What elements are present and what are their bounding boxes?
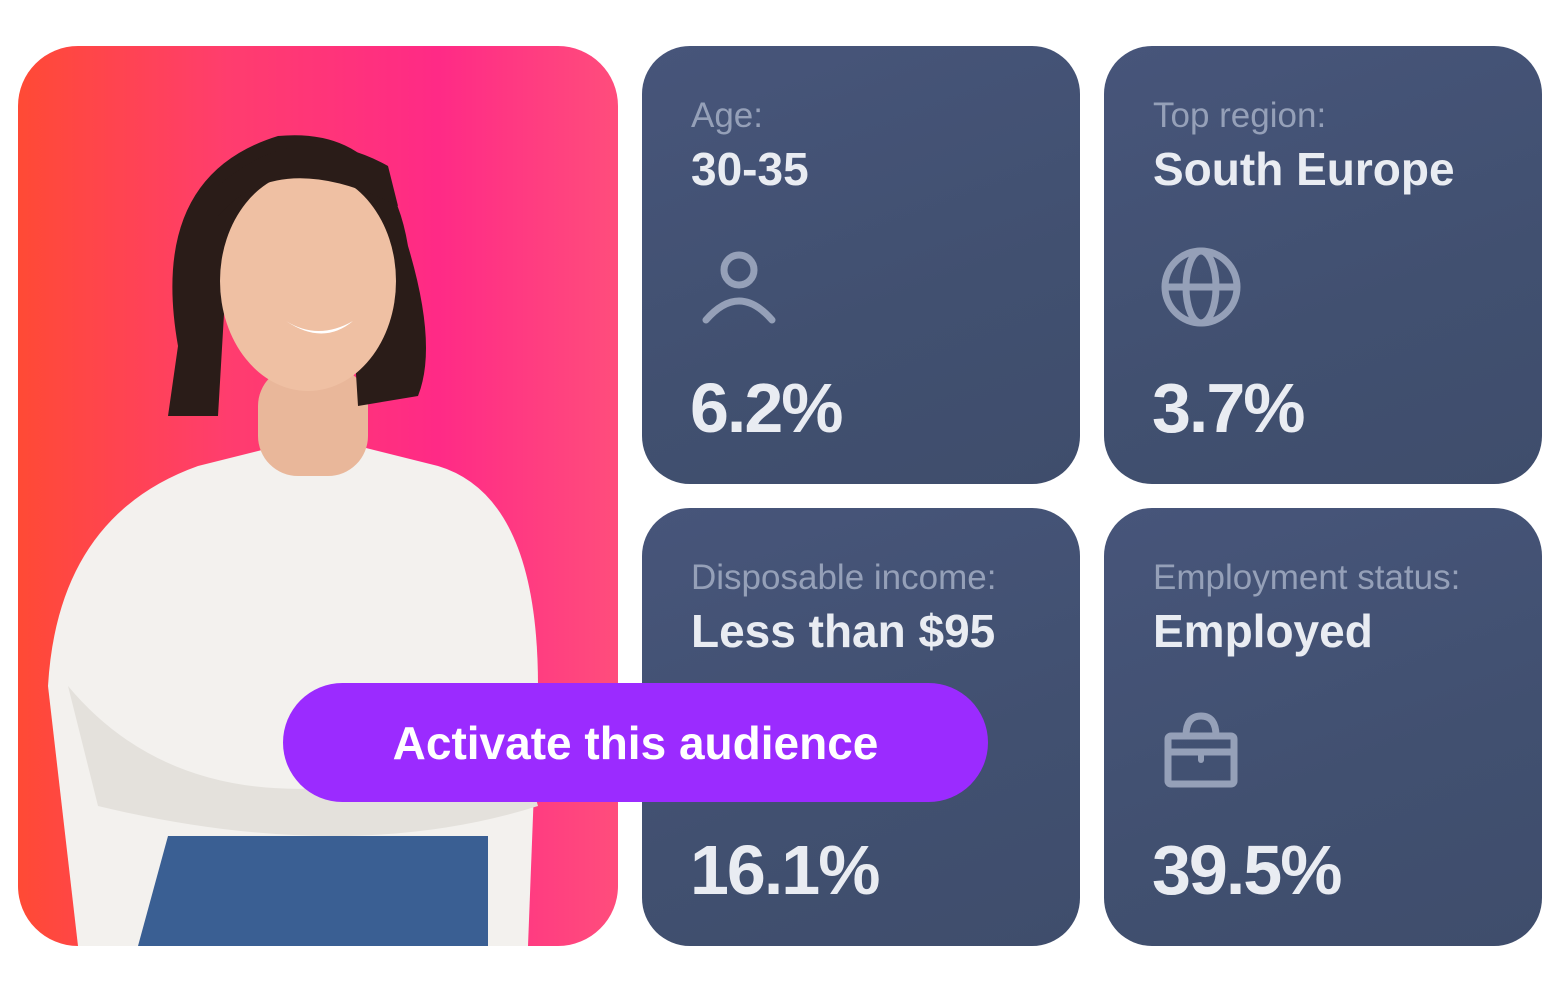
briefcase-icon <box>1164 712 1238 788</box>
card-value: South Europe <box>1153 143 1455 195</box>
card-value: 30-35 <box>691 143 809 195</box>
card-percent: 16.1% <box>690 831 880 909</box>
audience-photo <box>18 46 618 946</box>
card-percent: 6.2% <box>690 369 844 447</box>
employment-status-card: Employment status: Employed 39.5% <box>1104 508 1542 946</box>
card-label: Top region: <box>1153 96 1327 135</box>
person-illustration <box>48 135 538 946</box>
top-region-card: Top region: South Europe 3.7% <box>1104 46 1542 484</box>
card-percent: 39.5% <box>1152 831 1342 909</box>
card-value: Less than $95 <box>691 605 996 657</box>
user-icon <box>702 251 776 324</box>
card-label: Employment status: <box>1153 558 1461 597</box>
card-label: Disposable income: <box>691 558 997 597</box>
age-card: Age: 30-35 6.2% <box>642 46 1080 484</box>
globe-icon <box>1161 247 1241 327</box>
card-label: Age: <box>691 96 763 135</box>
activate-audience-button[interactable]: Activate this audience <box>283 683 988 802</box>
card-percent: 3.7% <box>1152 369 1306 447</box>
card-value: Employed <box>1153 605 1373 657</box>
